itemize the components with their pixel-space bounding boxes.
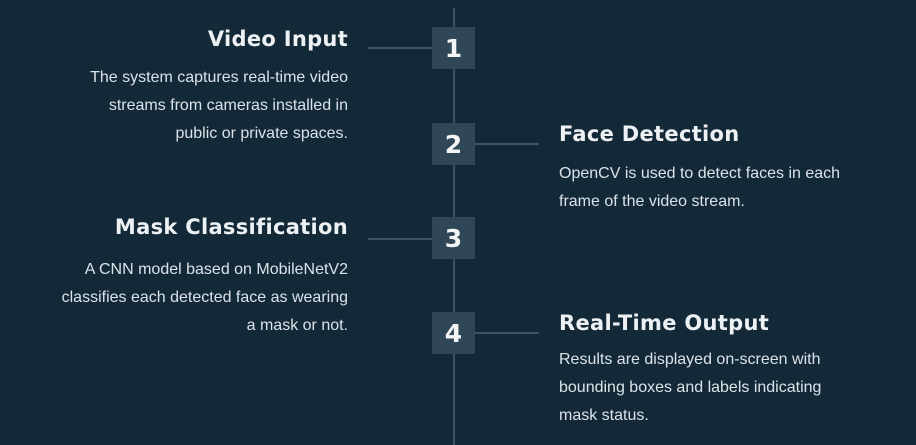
step-2-description: OpenCV is used to detect faces in each f… xyxy=(559,160,889,216)
step-2-description-line: frame of the video stream. xyxy=(559,193,745,210)
step-4-description-line: bounding boxes and labels indicating xyxy=(559,379,822,396)
step-3-description: A CNN model based on MobileNetV2 classif… xyxy=(28,256,348,340)
step-4-description: Results are displayed on-screen with bou… xyxy=(559,346,889,430)
step-2-description-line: OpenCV is used to detect faces in each xyxy=(559,165,841,182)
step-1-badge: 1 xyxy=(432,27,475,69)
step-4-title: Real-Time Output xyxy=(559,311,770,335)
step-2-badge: 2 xyxy=(432,123,475,165)
step-4-connector xyxy=(475,332,539,334)
step-3-description-line: a mask or not. xyxy=(246,317,348,334)
step-1-description: The system captures real-time video stre… xyxy=(28,64,348,148)
step-1-title: Video Input xyxy=(207,27,348,51)
step-4-badge: 4 xyxy=(432,312,475,354)
step-2-title: Face Detection xyxy=(559,122,740,146)
step-3-description-line: A CNN model based on MobileNetV2 xyxy=(84,261,348,278)
step-4-description-line: mask status. xyxy=(559,407,649,424)
step-1-description-line: The system captures real-time video xyxy=(90,69,348,86)
step-4-description-line: Results are displayed on-screen with xyxy=(559,351,821,368)
step-1-connector xyxy=(368,47,432,49)
step-3-description-line: classifies each detected face as wearing xyxy=(61,289,348,306)
step-3-badge: 3 xyxy=(432,217,475,259)
step-3-connector xyxy=(368,238,432,240)
step-1-description-line: streams from cameras installed in xyxy=(108,97,348,114)
step-1-description-line: public or private spaces. xyxy=(175,125,348,142)
step-2-connector xyxy=(475,143,539,145)
step-3-title: Mask Classification xyxy=(114,215,348,239)
